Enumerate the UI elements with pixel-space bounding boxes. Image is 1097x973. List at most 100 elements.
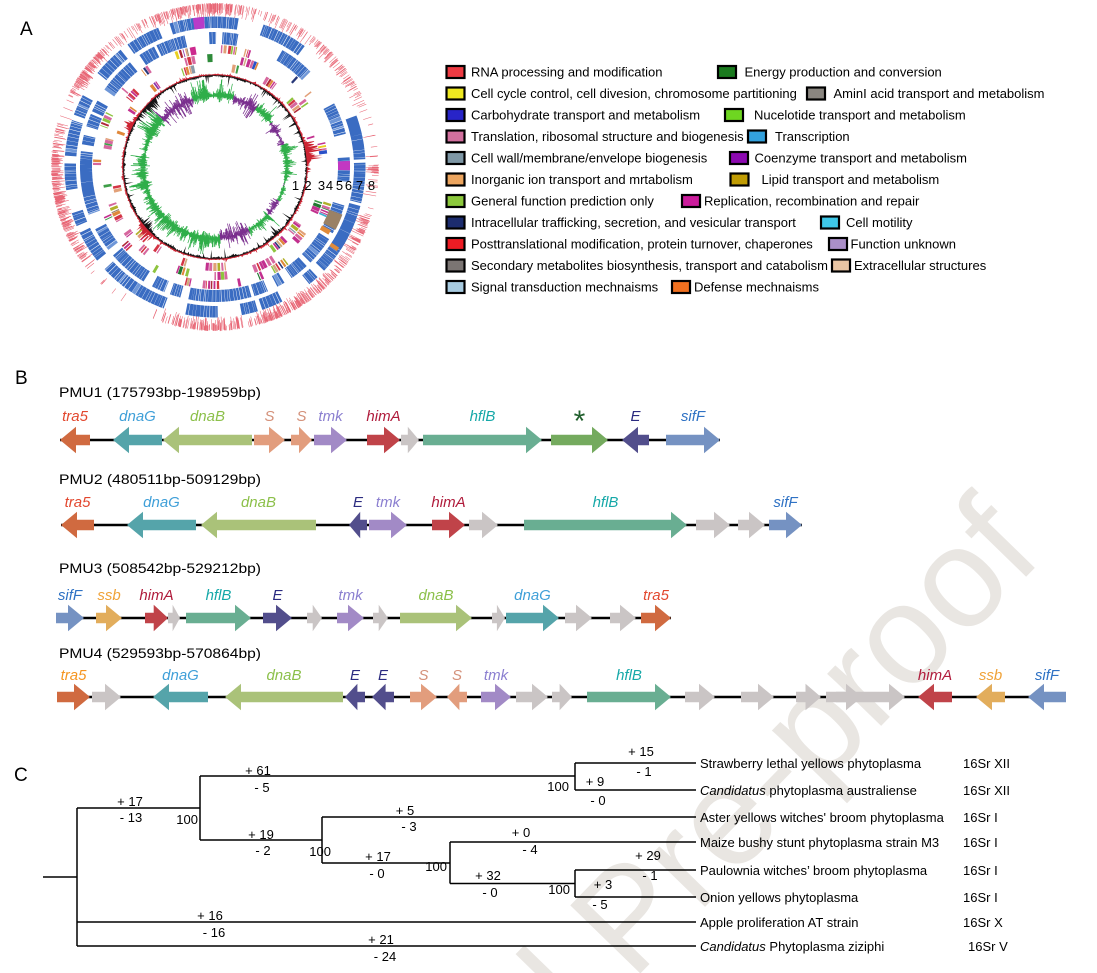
svg-text:dnaG: dnaG — [514, 587, 551, 604]
svg-text:dnaB: dnaB — [418, 587, 453, 604]
svg-text:S: S — [296, 408, 306, 425]
svg-text:AminI acid transport and metab: AminI acid transport and metabolism — [834, 86, 1045, 101]
svg-text:- 2: - 2 — [255, 843, 270, 858]
svg-text:3: 3 — [318, 178, 325, 193]
svg-text:S: S — [452, 667, 462, 684]
svg-text:16Sr I: 16Sr I — [963, 890, 998, 905]
svg-text:tmk: tmk — [376, 494, 402, 511]
svg-text:tmk: tmk — [484, 667, 510, 684]
svg-text:16Sr X: 16Sr X — [963, 915, 1003, 930]
svg-text:PMU4 (529593bp-570864bp): PMU4 (529593bp-570864bp) — [59, 645, 261, 661]
svg-text:ssb: ssb — [97, 587, 120, 604]
svg-text:- 5: - 5 — [254, 780, 269, 795]
svg-text:hflB: hflB — [206, 587, 232, 604]
svg-text:- 4: - 4 — [522, 842, 537, 857]
svg-text:Candidatus Phytoplasma ziziphi: Candidatus Phytoplasma ziziphi — [700, 939, 884, 954]
svg-text:Signal transduction mechnaisms: Signal transduction mechnaisms — [471, 280, 659, 295]
svg-text:Apple proliferation AT strain: Apple proliferation AT strain — [700, 915, 859, 930]
svg-text:+ 17: + 17 — [117, 794, 143, 809]
svg-text:tra5: tra5 — [61, 667, 88, 684]
svg-text:dnaG: dnaG — [143, 494, 180, 511]
svg-text:16Sr I: 16Sr I — [963, 810, 998, 825]
svg-text:- 13: - 13 — [120, 810, 142, 825]
svg-text:7: 7 — [356, 178, 363, 193]
svg-text:100: 100 — [425, 859, 447, 874]
svg-text:Secondary metabolites biosynth: Secondary metabolites biosynthesis, tran… — [471, 258, 828, 273]
svg-text:+ 19: + 19 — [248, 827, 274, 842]
svg-text:E: E — [350, 667, 361, 684]
svg-text:16Sr I: 16Sr I — [963, 863, 998, 878]
svg-text:- 0: - 0 — [482, 885, 497, 900]
svg-text:Onion yellows phytoplasma: Onion yellows phytoplasma — [700, 890, 859, 905]
svg-text:- 5: - 5 — [592, 897, 607, 912]
svg-text:8: 8 — [368, 178, 375, 193]
svg-text:1: 1 — [292, 178, 299, 193]
svg-text:+ 3: + 3 — [594, 877, 612, 892]
svg-text:16Sr V: 16Sr V — [968, 939, 1008, 954]
svg-text:Strawberry lethal yellows phyt: Strawberry lethal yellows phytoplasma — [700, 756, 922, 771]
svg-text:Lipid transport and metabolism: Lipid transport and metabolism — [762, 172, 940, 187]
svg-text:Translation, ribosomal structu: Translation, ribosomal structure and bio… — [471, 129, 744, 144]
svg-text:Coenzyme transport and metabol: Coenzyme transport and metabolism — [755, 151, 967, 166]
svg-text:100: 100 — [309, 844, 331, 859]
svg-text:tra5: tra5 — [62, 408, 89, 425]
svg-text:16Sr XII: 16Sr XII — [963, 756, 1010, 771]
svg-text:Aster yellows witches' broom p: Aster yellows witches' broom phytoplasma — [700, 810, 945, 825]
svg-text:Candidatus phytoplasma austral: Candidatus phytoplasma australiense — [700, 783, 917, 798]
svg-text:+ 0: + 0 — [512, 825, 530, 840]
svg-text:Replication, recombination and: Replication, recombination and repair — [704, 194, 920, 209]
svg-text:dnaB: dnaB — [266, 667, 301, 684]
svg-text:Extracellular structures: Extracellular structures — [854, 258, 987, 273]
svg-text:S: S — [264, 408, 274, 425]
svg-text:6: 6 — [345, 178, 352, 193]
svg-text:+ 61: + 61 — [245, 763, 271, 778]
svg-text:Intracellular trafficking, sec: Intracellular trafficking, secretion, an… — [471, 215, 796, 230]
svg-text:Nucelotide transport and metab: Nucelotide transport and metabolism — [754, 108, 966, 123]
svg-text:tra5: tra5 — [643, 587, 670, 604]
svg-text:General function prediction on: General function prediction only — [471, 194, 654, 209]
svg-text:- 0: - 0 — [590, 793, 605, 808]
svg-text:Carbohydrate transport and met: Carbohydrate transport and metabolism — [471, 108, 700, 123]
svg-text:+ 32: + 32 — [475, 868, 501, 883]
svg-text:S: S — [418, 667, 428, 684]
svg-text:hflB: hflB — [470, 408, 496, 425]
svg-text:2: 2 — [304, 178, 311, 193]
svg-text:- 0: - 0 — [369, 866, 384, 881]
svg-text:- 3: - 3 — [401, 819, 416, 834]
svg-text:tmk: tmk — [318, 408, 344, 425]
svg-text:hflB: hflB — [593, 494, 619, 511]
svg-text:Cell cycle control, cell dives: Cell cycle control, cell divesion, chrom… — [471, 86, 797, 101]
svg-text:100: 100 — [547, 779, 569, 794]
svg-text:tra5: tra5 — [65, 494, 92, 511]
svg-text:Paulownia witches’ broom phyto: Paulownia witches’ broom phytoplasma — [700, 863, 928, 878]
svg-text:Defense mechnaisms: Defense mechnaisms — [694, 280, 819, 295]
svg-text:dnaG: dnaG — [162, 667, 199, 684]
svg-text:E: E — [353, 494, 364, 511]
svg-text:+ 16: + 16 — [197, 908, 223, 923]
svg-text:sifF: sifF — [681, 408, 706, 425]
svg-text:PMU3 (508542bp-529212bp): PMU3 (508542bp-529212bp) — [59, 560, 261, 576]
svg-text:+ 15: + 15 — [628, 744, 654, 759]
svg-text:*: * — [574, 405, 586, 438]
svg-text:A: A — [20, 19, 33, 40]
svg-text:B: B — [15, 368, 28, 389]
svg-text:PMU2 (480511bp-509129bp): PMU2 (480511bp-509129bp) — [59, 471, 261, 487]
svg-text:dnaG: dnaG — [119, 408, 156, 425]
svg-text:himA: himA — [431, 494, 465, 511]
svg-text:PMU1 (175793bp-198959bp): PMU1 (175793bp-198959bp) — [59, 384, 261, 400]
svg-text:+ 5: + 5 — [396, 803, 414, 818]
svg-text:E: E — [630, 408, 641, 425]
svg-text:himA: himA — [139, 587, 173, 604]
svg-text:dnaB: dnaB — [241, 494, 276, 511]
svg-text:E: E — [272, 587, 283, 604]
svg-text:Energy production and conversi: Energy production and conversion — [745, 65, 942, 80]
svg-text:dnaB: dnaB — [190, 408, 225, 425]
svg-text:C: C — [14, 765, 28, 786]
svg-text:himA: himA — [366, 408, 400, 425]
svg-text:Inorganic ion transport and mr: Inorganic ion transport and mrtabolism — [471, 172, 693, 187]
svg-text:Maize bushy stunt phytoplasma: Maize bushy stunt phytoplasma strain M3 — [700, 835, 939, 850]
svg-text:sifF: sifF — [773, 494, 798, 511]
svg-text:Posttranslational modification: Posttranslational modification, protein … — [471, 237, 813, 252]
svg-text:himA: himA — [918, 667, 952, 684]
svg-text:Cell wall/membrane/envelope bi: Cell wall/membrane/envelope biogenesis — [471, 151, 708, 166]
